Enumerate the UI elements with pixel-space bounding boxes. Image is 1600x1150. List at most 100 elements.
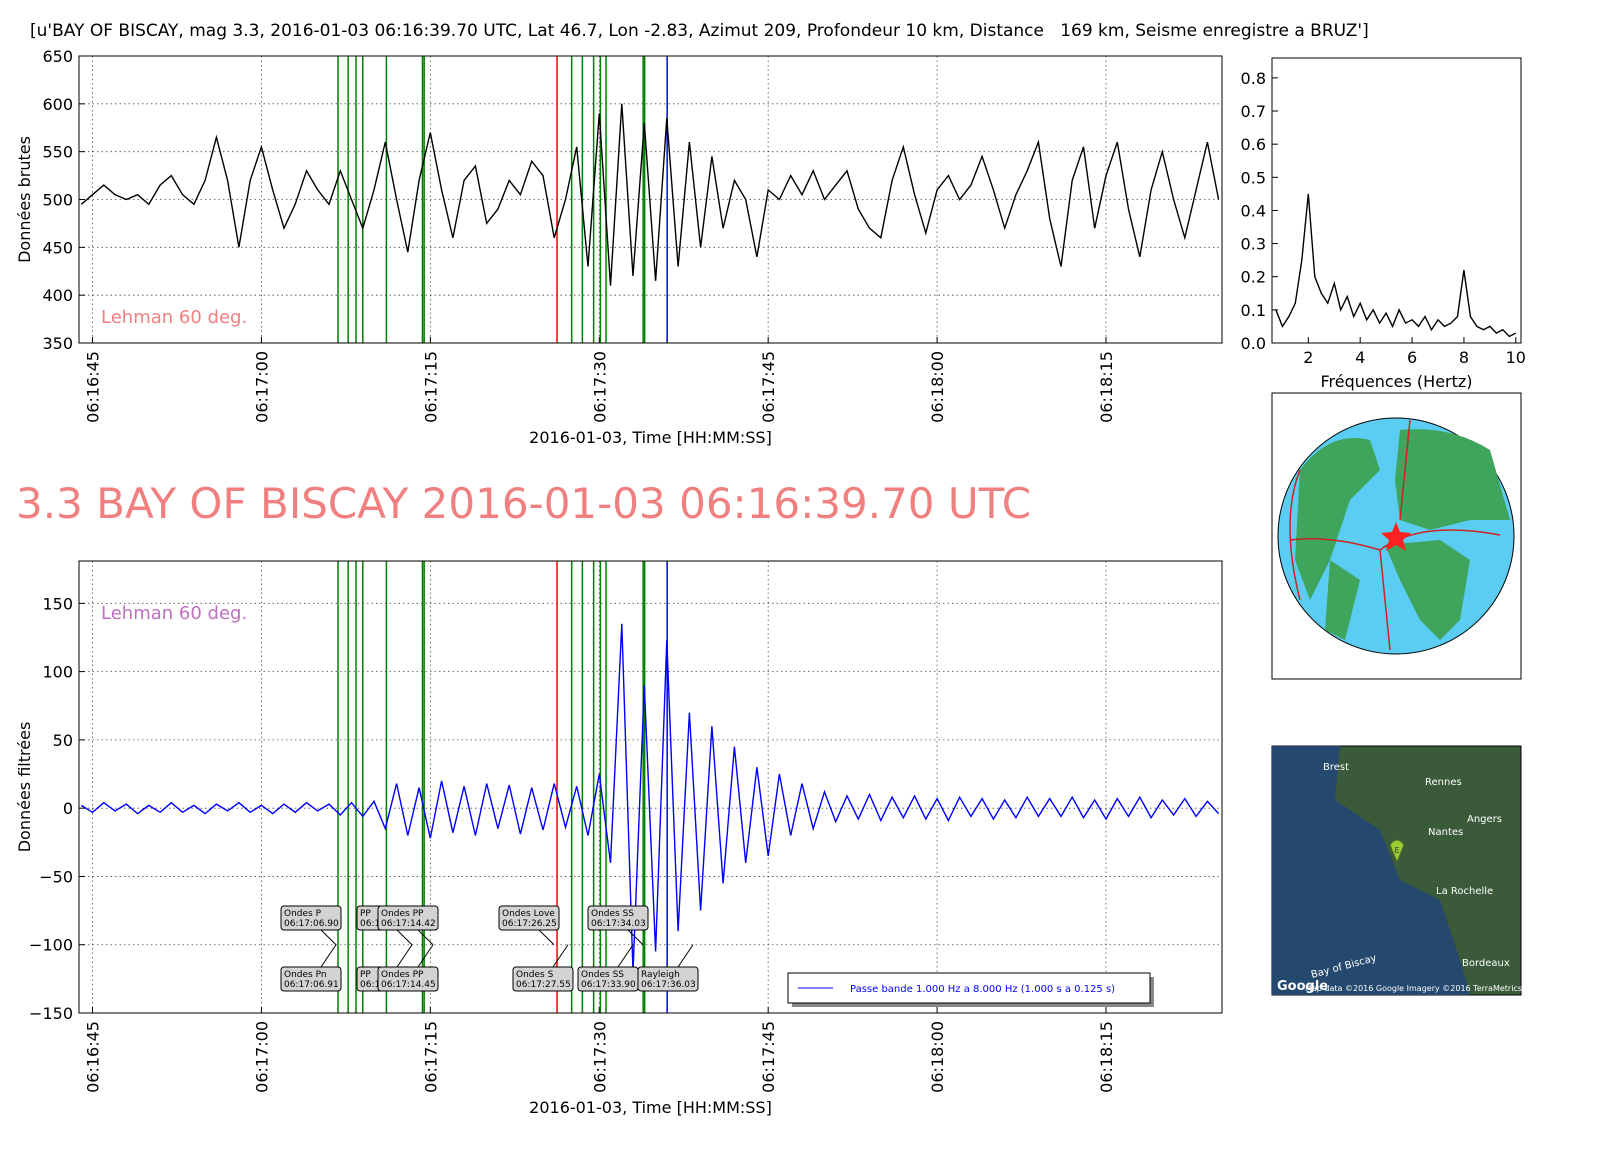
annotation: Lehman 60 deg. (101, 307, 247, 328)
phase-arrow (677, 944, 694, 968)
map-label: Angers (1467, 814, 1502, 825)
phase-arrow (396, 929, 413, 946)
x-tick-label: 6 (1407, 348, 1417, 367)
y-tick-label: 0.0 (1241, 334, 1266, 353)
series-line (80, 623, 1220, 973)
x-tick-label: 06:16:45 (84, 351, 103, 423)
annotation: Lehman 60 deg. (101, 603, 247, 624)
x-tick-label: 4 (1355, 348, 1365, 367)
y-tick-label: 400 (42, 286, 73, 305)
x-tick-label: 2 (1303, 348, 1313, 367)
phase-label: 06:17:14.42 (381, 919, 436, 929)
phase-arrow (320, 929, 337, 946)
x-axis-label: 2016-01-03, Time [HH:MM:SS] (529, 428, 772, 447)
x-tick-label: 06:18:00 (928, 1021, 947, 1093)
continent (1325, 560, 1360, 640)
legend (787, 972, 1151, 1004)
phase-label-box (587, 905, 649, 931)
map-attribution: Map data ©2016 Google Imagery ©2016 Terr… (1305, 984, 1522, 993)
phase-label: Ondes Love (502, 909, 555, 919)
x-axis-label: 2016-01-03, Time [HH:MM:SS] (529, 1098, 772, 1117)
y-tick-label: 150 (42, 594, 73, 613)
y-tick-label: 50 (53, 731, 73, 750)
phase-label: 06:17:06.91 (284, 980, 339, 990)
x-tick-label: 06:17:15 (421, 1021, 440, 1093)
y-tick-label: 0.5 (1241, 168, 1266, 187)
x-tick-label: 10 (1506, 348, 1526, 367)
phase-arrow (627, 929, 644, 946)
phase-arrow (417, 944, 434, 968)
globe (1271, 392, 1522, 680)
phase-arrow (417, 929, 434, 946)
x-tick-label: 06:17:00 (252, 1021, 271, 1093)
phase-label-box (512, 966, 574, 992)
phase-label-box (280, 966, 342, 992)
y-tick-label: 0.1 (1241, 301, 1266, 320)
map-label: Nantes (1428, 827, 1463, 838)
series-line (80, 103, 1220, 286)
phase-arrow (320, 944, 337, 968)
y-tick-label: 0.4 (1241, 201, 1266, 220)
phase-label: 06:17:34.03 (591, 919, 646, 929)
x-tick-label: 06:17:30 (590, 1021, 609, 1093)
y-tick-label: 650 (42, 47, 73, 66)
heading: 3.3 BAY OF BISCAY 2016-01-03 06:16:39.70… (16, 479, 1031, 528)
y-tick-label: 0.2 (1241, 268, 1266, 287)
x-tick-label: 8 (1459, 348, 1469, 367)
phase-label-box (498, 905, 560, 931)
y-tick-label: 0.3 (1241, 235, 1266, 254)
x-tick-label: 06:17:45 (759, 351, 778, 423)
continent (1295, 438, 1380, 600)
map-label: Rennes (1425, 777, 1462, 788)
y-tick-label: 0 (63, 799, 73, 818)
y-tick-label: 350 (42, 334, 73, 353)
x-tick-label: 06:16:45 (84, 1021, 103, 1093)
chart-title: [u'BAY OF BISCAY, mag 3.3, 2016-01-03 06… (30, 21, 1369, 41)
phase-label: 06:17:14.45 (381, 980, 436, 990)
phase-label: Ondes P (284, 909, 322, 919)
phase-label-box (377, 905, 439, 931)
sea (1272, 746, 1470, 995)
map-pin-label: E (1394, 846, 1399, 855)
phase-label: Ondes Pn (284, 970, 327, 980)
phase-label: Ondes PP (381, 970, 424, 980)
continent (1385, 540, 1470, 640)
x-tick-label: 06:18:15 (1097, 351, 1116, 423)
y-tick-label: 500 (42, 191, 73, 210)
map-logo: Google (1277, 979, 1328, 994)
y-tick-label: 550 (42, 143, 73, 162)
region-map (1271, 745, 1522, 996)
y-axis-label: Données brutes (15, 136, 34, 263)
legend-label: Passe bande 1.000 Hz a 8.000 Hz (1.000 s… (850, 984, 1115, 995)
phase-label: Ondes SS (591, 909, 634, 919)
y-tick-label: 450 (42, 238, 73, 257)
phase-label: Rayleigh (641, 970, 680, 980)
y-tick-label: −150 (29, 1004, 73, 1023)
y-tick-label: 100 (42, 663, 73, 682)
phase-label: PP (360, 970, 371, 980)
y-axis-label: Données filtrées (15, 722, 34, 853)
map-pin (1389, 839, 1405, 864)
x-tick-label: 06:18:15 (1097, 1021, 1116, 1093)
phase-label: Ondes PP (381, 909, 424, 919)
x-tick-label: 06:17:00 (252, 351, 271, 423)
plot-frame (1271, 57, 1522, 344)
phase-label: Ondes SS (581, 970, 624, 980)
phase-label-box (280, 905, 342, 931)
plate-boundary (1289, 419, 1501, 651)
x-tick-label: 06:17:45 (759, 1021, 778, 1093)
phase-arrow (538, 929, 555, 946)
phase-arrow (552, 944, 569, 968)
phase-label: PP (360, 909, 371, 919)
phase-label-box (637, 966, 699, 992)
x-tick-label: 06:17:15 (421, 351, 440, 423)
y-tick-label: −50 (39, 867, 73, 886)
epicenter-star (1381, 522, 1411, 551)
map-label: Brest (1323, 762, 1349, 773)
x-axis-label: Fréquences (Hertz) (1320, 372, 1472, 391)
plot-frame (78, 560, 1223, 1014)
map-label: Bordeaux (1462, 958, 1510, 969)
phase-label: 06:17:06.90 (284, 919, 339, 929)
phase-arrow (617, 944, 634, 968)
x-tick-label: 06:17:30 (590, 351, 609, 423)
